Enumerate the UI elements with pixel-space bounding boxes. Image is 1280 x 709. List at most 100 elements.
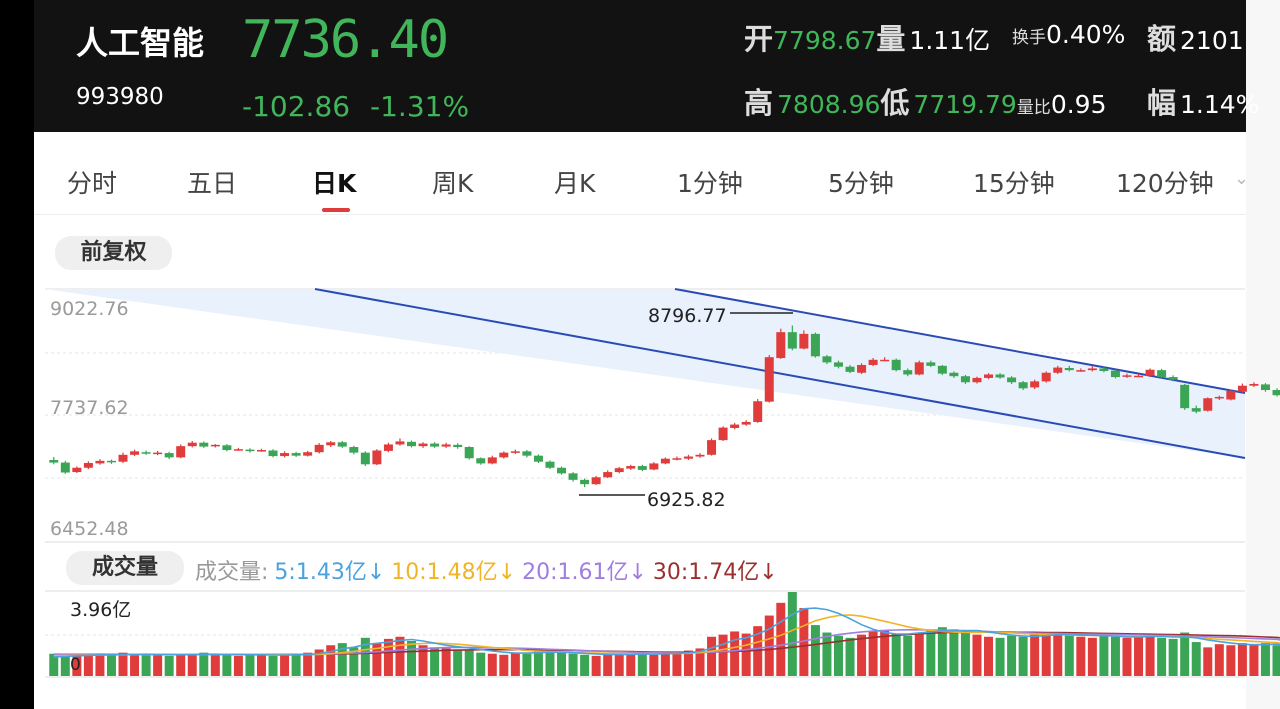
volume-bar <box>210 654 220 676</box>
candle <box>233 447 243 451</box>
candle <box>1099 366 1109 373</box>
volume-bar <box>672 652 682 676</box>
volume-bar <box>326 645 336 676</box>
candle <box>256 448 266 452</box>
volume-bar <box>72 655 82 676</box>
chevron-down-icon[interactable]: ⌄ <box>1234 168 1250 189</box>
candle <box>880 357 890 362</box>
candle <box>545 460 555 470</box>
volume-bar <box>95 653 105 676</box>
y-axis-label-mid: 7737.62 <box>50 397 129 419</box>
volume-bar <box>487 653 497 676</box>
tab-15min[interactable]: 15分钟 <box>973 169 1055 198</box>
channel-lower-line <box>314 288 1246 459</box>
candle <box>1237 383 1247 393</box>
volume-bar <box>522 653 532 676</box>
candle <box>303 450 313 457</box>
candle <box>926 360 936 368</box>
volume-axis-max: 3.96亿 <box>70 599 131 621</box>
candle-body <box>1180 384 1190 409</box>
volume-bar <box>718 634 728 676</box>
candle-body <box>222 445 232 451</box>
volume-bar <box>637 652 647 676</box>
stat-amount: 额 2101 <box>1147 16 1244 58</box>
volume-bar <box>649 654 659 676</box>
volume-ma-label: 成交量: <box>195 560 269 585</box>
price-change: -102.86 <box>242 90 351 123</box>
candle <box>487 455 497 465</box>
candle <box>1249 382 1259 387</box>
candle <box>1018 380 1028 391</box>
tab-wuri[interactable]: 五日 <box>187 169 238 198</box>
tab-daily-k[interactable]: 日K <box>312 169 357 198</box>
volume-bar <box>1272 645 1280 676</box>
max-annotation: 8796.77 <box>648 305 727 327</box>
candle-body <box>210 444 220 447</box>
candle-body <box>106 460 116 463</box>
candle <box>337 440 347 448</box>
tab-1min[interactable]: 1分钟 <box>677 169 743 198</box>
candle <box>626 464 636 470</box>
candle <box>591 475 601 486</box>
volume-bar <box>1064 634 1074 676</box>
tab-5min[interactable]: 5分钟 <box>828 169 894 198</box>
candle-body <box>637 466 647 470</box>
high-label: 高 <box>744 86 774 120</box>
volume-bar <box>499 654 509 676</box>
candle-body <box>153 452 163 455</box>
volume-indicator-toggle[interactable]: 成交量 <box>66 551 184 585</box>
price-change-pct: -1.31% <box>370 90 470 123</box>
tab-fenshi[interactable]: 分时 <box>67 169 118 198</box>
volume-bar <box>176 653 186 676</box>
candle-body <box>453 444 463 448</box>
volume-bar <box>903 635 913 676</box>
amp-value: 1.14% <box>1180 90 1260 119</box>
channel-fill <box>45 289 1245 458</box>
candle-body <box>1249 383 1259 386</box>
adjust-toggle[interactable]: 前复权 <box>55 236 172 270</box>
candle <box>603 470 613 479</box>
tab-monthly-k[interactable]: 月K <box>554 169 596 198</box>
tab-120min[interactable]: 120分钟 <box>1116 169 1214 198</box>
candle <box>464 446 474 460</box>
candle <box>141 450 151 455</box>
candle-body <box>372 450 382 465</box>
volume-bar <box>83 654 93 676</box>
ma5-legend: 5:1.43亿↓ <box>274 560 386 585</box>
volume-bar <box>833 635 843 676</box>
stock-name: 人工智能 <box>76 24 205 62</box>
open-value: 7798.67 <box>773 26 877 55</box>
candle-body <box>1041 372 1051 382</box>
candle-body <box>960 376 970 383</box>
candle <box>268 449 278 458</box>
candle <box>764 355 774 403</box>
candle-body <box>683 456 693 459</box>
candle-body <box>833 362 843 367</box>
candle-body <box>903 370 913 375</box>
candle-body <box>672 458 682 460</box>
candle-body <box>799 333 809 349</box>
volume-bar <box>810 625 820 676</box>
candle <box>833 360 843 369</box>
volume-ma-lines <box>53 607 1280 658</box>
tab-weekly-k[interactable]: 周K <box>432 169 474 198</box>
candle <box>557 466 567 475</box>
candle-body <box>1134 375 1144 378</box>
volume-bar <box>845 637 855 676</box>
volume-bar <box>937 627 947 676</box>
candle <box>972 376 982 384</box>
volume-bar <box>857 634 867 676</box>
candle-body <box>233 449 243 451</box>
candle <box>672 456 682 461</box>
volume-bar <box>1249 644 1259 676</box>
candle-body <box>949 372 959 377</box>
candle <box>280 451 290 458</box>
left-edge <box>0 0 34 709</box>
volume-bar <box>730 631 740 676</box>
candle-body <box>914 362 924 375</box>
volume-bar <box>984 636 994 676</box>
candle <box>649 462 659 471</box>
candle-body <box>49 459 59 463</box>
volume-bar <box>972 634 982 676</box>
